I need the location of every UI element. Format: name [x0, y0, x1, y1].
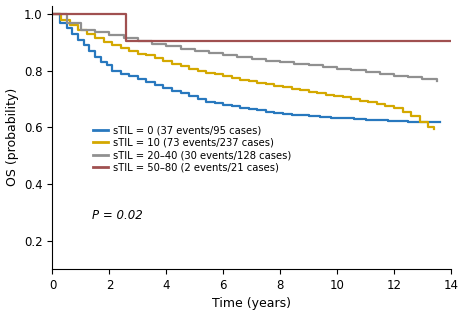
Text: P = 0.02: P = 0.02: [92, 209, 143, 222]
Y-axis label: OS (probability): OS (probability): [6, 88, 19, 186]
X-axis label: Time (years): Time (years): [212, 297, 291, 310]
Legend: sTIL = 0 (37 events/95 cases), sTIL = 10 (73 events/237 cases), sTIL = 20–40 (30: sTIL = 0 (37 events/95 cases), sTIL = 10…: [89, 121, 295, 177]
